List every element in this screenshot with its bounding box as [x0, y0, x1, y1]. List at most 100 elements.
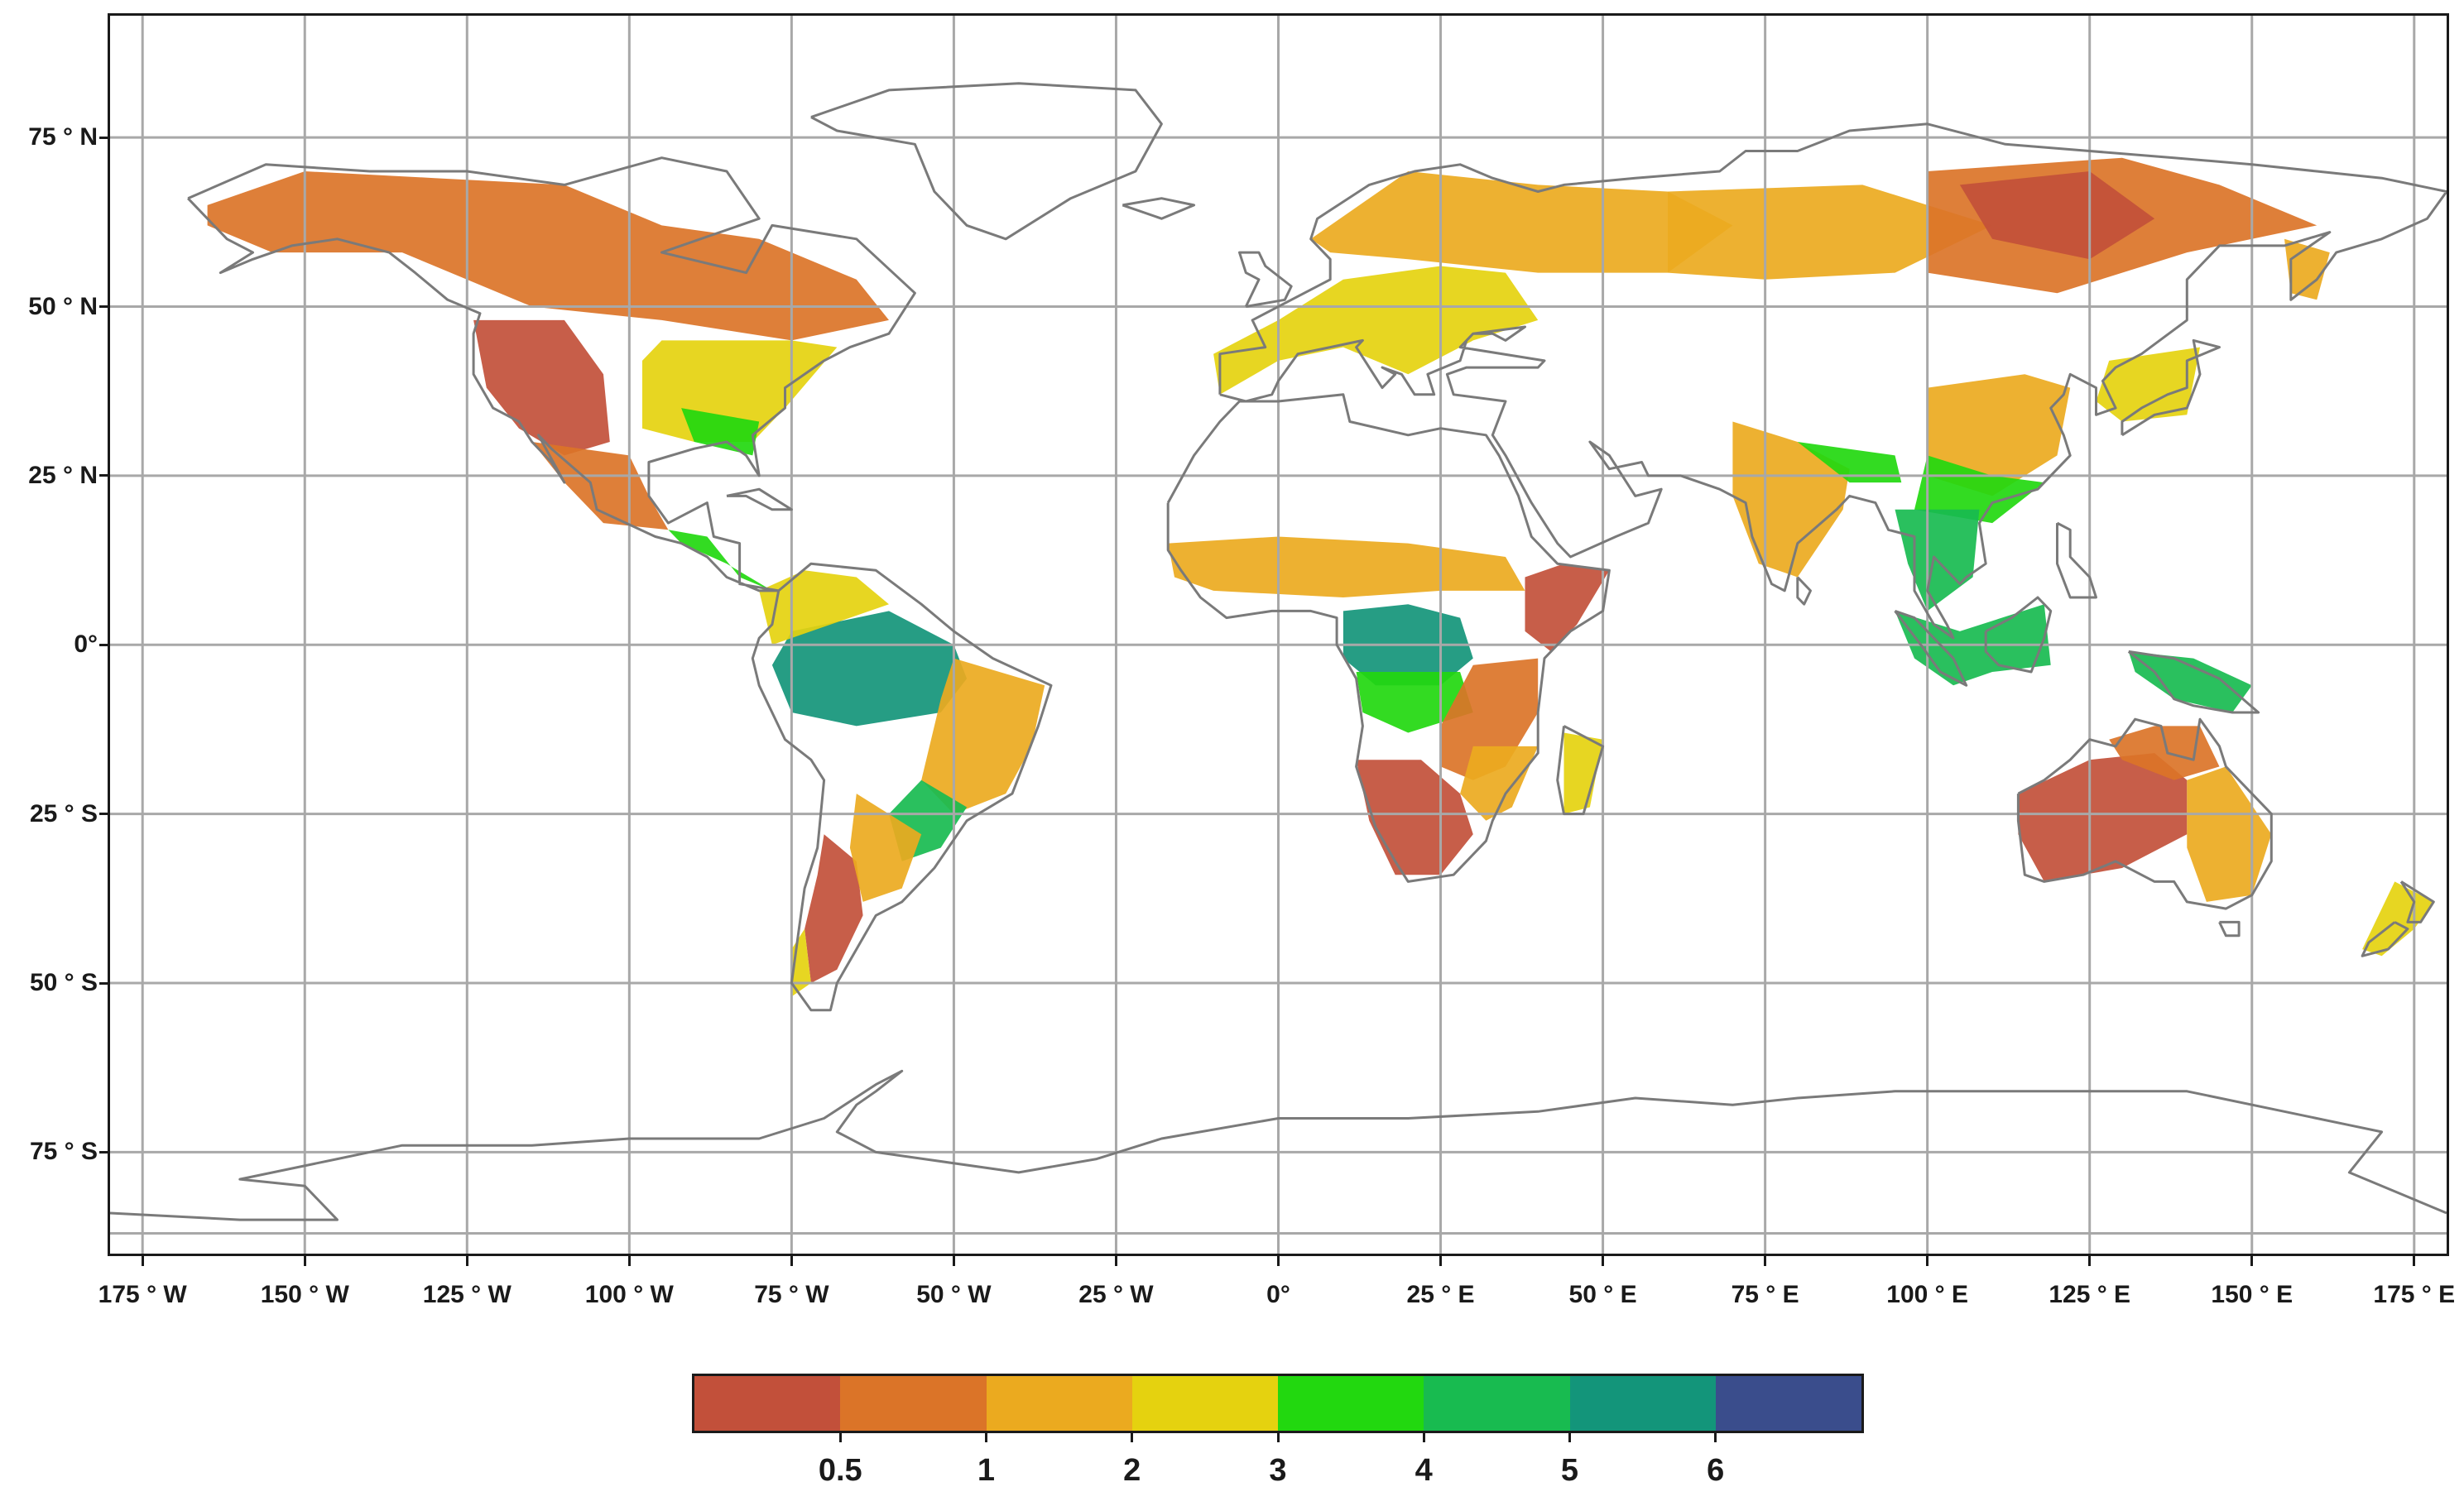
coastline-australia: [2016, 717, 2273, 910]
lon-tick-label: 125 ° W: [422, 1281, 512, 1308]
region-pampas: [849, 794, 922, 902]
region-siberia-west: [1668, 185, 1993, 280]
legend-swatch: [1715, 1376, 1861, 1431]
coastline-tasmania: [2218, 920, 2241, 938]
lon-tick-mark: [303, 1256, 306, 1266]
lon-tick-mark: [1114, 1256, 1117, 1266]
lon-tick-label: 50 ° W: [916, 1281, 992, 1308]
coastline-japan: [2121, 338, 2221, 437]
lon-tick-label: 0°: [1266, 1281, 1290, 1308]
lon-tick-label: 175 ° E: [2373, 1281, 2456, 1308]
lon-tick-mark: [790, 1256, 793, 1266]
lon-tick-label: 75 ° E: [1731, 1281, 1799, 1308]
region-southern-africa: [1356, 760, 1473, 875]
coastline-great-britain: [1238, 251, 1293, 308]
legend-label: 3: [1269, 1453, 1287, 1488]
coastline-iceland: [1122, 197, 1196, 220]
legend-swatch: [1131, 1376, 1278, 1431]
legend-tick: [1422, 1431, 1425, 1442]
legend-label: 0.5: [818, 1453, 862, 1488]
coastline-philippines: [2056, 521, 2097, 599]
legend-tick: [1131, 1431, 1134, 1442]
region-central-america: [668, 530, 772, 591]
region-australia-east: [2187, 766, 2272, 902]
coastline-new-guinea: [2127, 650, 2260, 714]
legend-swatch: [1424, 1376, 1570, 1431]
legend-tick: [838, 1431, 842, 1442]
lat-tick-label: 25 ° S: [29, 799, 98, 827]
region-mozambique: [1460, 746, 1539, 821]
region-europe: [1213, 266, 1539, 395]
coastline-north-america: [187, 156, 916, 592]
coastline-cuba: [726, 487, 793, 511]
legend-swatch: [840, 1376, 987, 1431]
region-australia-north: [2109, 726, 2220, 780]
coastline-sumatra: [1894, 609, 1968, 687]
lat-tick-mark: [99, 643, 109, 646]
region-central-africa-green: [1356, 672, 1473, 733]
region-madagascar: [1563, 732, 1603, 814]
lat-tick-mark: [99, 981, 109, 985]
lon-tick-label: 25 ° E: [1406, 1281, 1475, 1308]
legend-swatch: [1278, 1376, 1424, 1431]
coastline-new-zealand-north: [2399, 880, 2435, 923]
lat-tick-label: 75 ° S: [29, 1138, 98, 1166]
region-south-china-green: [1914, 455, 2044, 524]
value-regions: [207, 157, 2434, 997]
lat-tick-label: 50 ° N: [28, 292, 98, 320]
region-horn-of-africa: [1525, 564, 1610, 652]
lon-tick-label: 150 ° E: [2211, 1281, 2293, 1308]
region-usa-southeast-green: [681, 408, 760, 456]
coastline-greenland: [810, 82, 1163, 241]
lat-tick-mark: [99, 813, 109, 816]
lat-tick-mark: [99, 305, 109, 309]
region-mexico: [531, 442, 669, 530]
lon-tick-label: 100 ° E: [1886, 1281, 1969, 1308]
region-australia-interior: [2018, 753, 2188, 882]
region-new-guinea: [2128, 651, 2252, 712]
lat-tick-label: 0°: [74, 631, 98, 659]
legend-swatch: [694, 1376, 841, 1431]
region-scandinavia-russia-west: [1310, 171, 1733, 273]
region-alaska-canada-north: [207, 171, 890, 341]
lon-tick-mark: [1602, 1256, 1605, 1266]
region-india: [1732, 421, 1850, 578]
region-new-zealand: [2362, 881, 2434, 957]
lon-tick-label: 175 ° W: [98, 1281, 187, 1308]
lon-tick-mark: [2088, 1256, 2092, 1266]
legend-swatch: [1569, 1376, 1716, 1431]
graticule: [110, 16, 2447, 1254]
lon-tick-mark: [1439, 1256, 1443, 1266]
region-korea-japan: [2096, 347, 2200, 422]
lon-tick-label: 50 ° E: [1568, 1281, 1637, 1308]
legend-tick: [985, 1431, 987, 1442]
colorbar-legend: [692, 1374, 1864, 1433]
lon-tick-mark: [465, 1256, 468, 1266]
world-map: [110, 16, 2447, 1254]
lon-tick-mark: [141, 1256, 144, 1266]
legend-tick: [1714, 1431, 1717, 1442]
region-sahel: [1168, 536, 1525, 597]
lon-tick-mark: [952, 1256, 955, 1266]
legend-tick: [1568, 1431, 1571, 1442]
legend-label: 5: [1560, 1453, 1579, 1488]
lon-tick-mark: [1764, 1256, 1767, 1266]
lat-tick-label: 75 ° N: [28, 123, 98, 151]
map-frame: [108, 13, 2449, 1256]
lon-tick-mark: [2413, 1256, 2416, 1266]
legend-label: 4: [1415, 1453, 1433, 1488]
coastline-africa: [1166, 393, 1611, 883]
lat-tick-mark: [99, 136, 109, 139]
lon-tick-label: 150 ° W: [260, 1281, 349, 1308]
lat-tick-label: 25 ° N: [28, 461, 98, 489]
lat-tick-mark: [99, 474, 109, 477]
region-himalaya-green: [1797, 442, 1902, 483]
region-kamchatka: [2284, 238, 2330, 300]
coastline-sri-lanka: [1796, 576, 1812, 606]
lon-tick-mark: [2250, 1256, 2254, 1266]
lon-tick-label: 125 ° E: [2049, 1281, 2131, 1308]
region-argentina-patagonia: [805, 834, 863, 983]
lat-tick-label: 50 ° S: [29, 969, 98, 996]
lon-tick-mark: [1926, 1256, 1929, 1266]
region-china-east: [1927, 374, 2071, 496]
